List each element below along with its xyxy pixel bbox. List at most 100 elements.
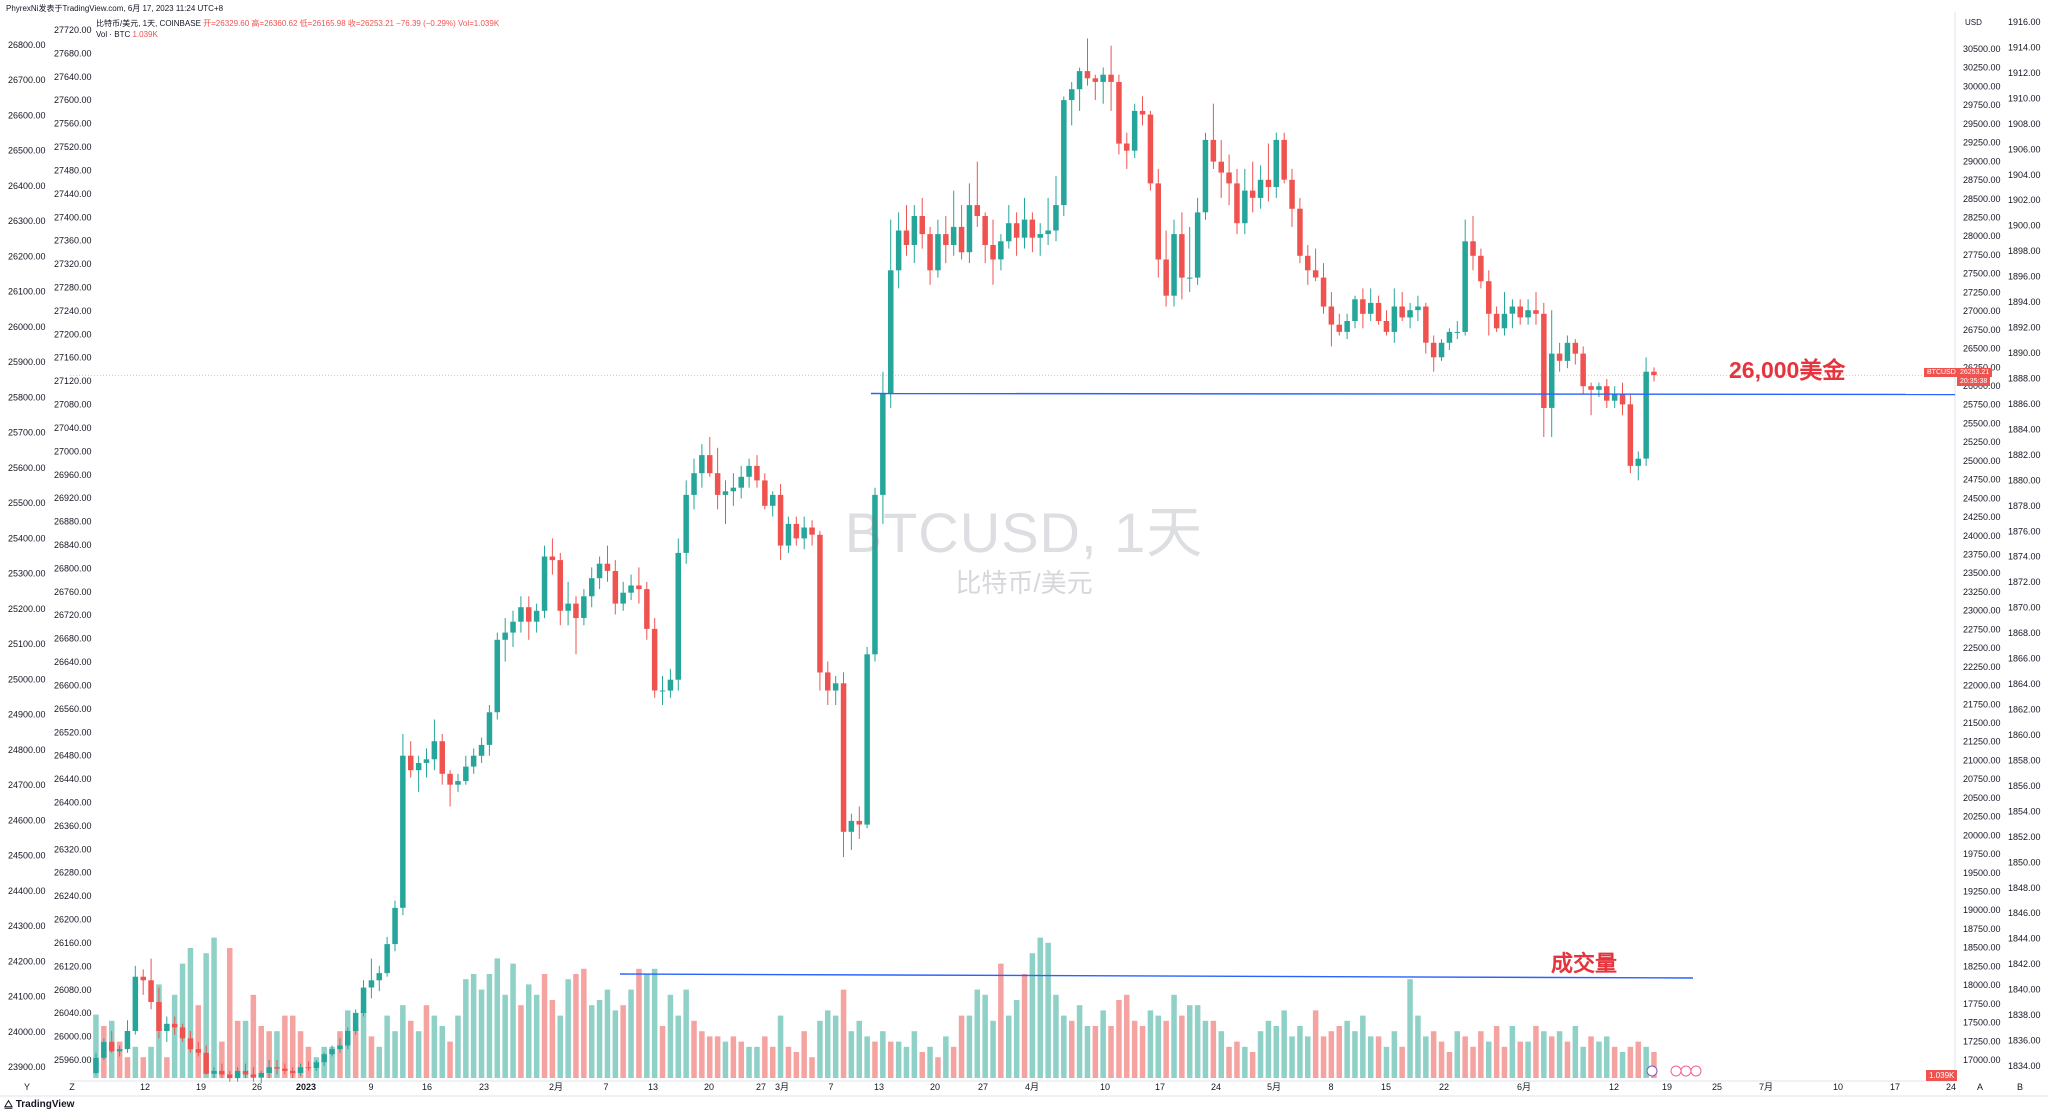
- candle-body: [691, 473, 697, 495]
- candle-body: [282, 1068, 288, 1071]
- candle-body: [463, 766, 469, 782]
- volume-bar: [1383, 1046, 1390, 1078]
- volume-bar: [227, 948, 233, 1078]
- volume-bar: [290, 1015, 296, 1078]
- left-outer-tick-label: 24500.00: [8, 851, 46, 861]
- right-price-tick-label: 27000.00: [1963, 306, 2001, 316]
- currency-label: USD: [1965, 18, 1982, 27]
- volume-annotation: 成交量: [1551, 951, 1618, 976]
- volume-tag: 1.039K: [1926, 1070, 1958, 1081]
- candle-body: [1092, 78, 1099, 82]
- right-price-tick-label: 21000.00: [1963, 755, 2001, 765]
- left-outer-tick-label: 26400.00: [8, 181, 46, 191]
- candle-body: [297, 1067, 304, 1073]
- left-inner-tick-label: 26920.00: [54, 493, 92, 503]
- right-tick-label: 1890.00: [2008, 348, 2041, 358]
- candle-body: [132, 976, 139, 1031]
- left-outer-tick-label: 26200.00: [8, 251, 46, 261]
- volume-bar: [1549, 1036, 1555, 1078]
- left-inner-tick-label: 27440.00: [54, 189, 92, 199]
- volume-bar: [1179, 1015, 1185, 1078]
- candle-body: [1462, 241, 1468, 332]
- right-tick-label: 1910.00: [2008, 93, 2041, 103]
- right-tick-label: 1886.00: [2008, 399, 2041, 409]
- right-tick-label: 1908.00: [2008, 119, 2041, 129]
- left-outer-tick-label: 25200.00: [8, 604, 46, 614]
- candle-body: [919, 216, 925, 235]
- volume-bar: [1517, 1041, 1523, 1078]
- candle-body: [219, 1070, 225, 1075]
- candle-body: [1226, 172, 1232, 184]
- candle-body: [801, 527, 807, 539]
- left-outer-tick-label: 25500.00: [8, 498, 46, 508]
- event-marker-icon: [1646, 1065, 1658, 1077]
- candle-body: [1084, 71, 1091, 79]
- right-tick-label: 1856.00: [2008, 781, 2041, 791]
- candle-body: [179, 1027, 186, 1039]
- volume-bar: [1509, 1026, 1516, 1078]
- right-tick-label: 1854.00: [2008, 806, 2041, 816]
- x-tick-label: 26: [252, 1082, 262, 1092]
- right-price-tick-label: 19000.00: [1963, 905, 2001, 915]
- volume-bar: [164, 1057, 170, 1078]
- candle-body: [581, 596, 587, 618]
- candle-body: [604, 563, 611, 571]
- volume-bar: [1249, 1052, 1256, 1078]
- candle-body: [1312, 270, 1319, 278]
- candle-body: [227, 1074, 233, 1079]
- volume-bar: [1187, 1005, 1193, 1078]
- right-price-tick-label: 23500.00: [1963, 568, 2001, 578]
- candle-body: [1257, 179, 1264, 198]
- footer-button-y: Y: [24, 1082, 30, 1092]
- volume-bar: [612, 1010, 619, 1078]
- volume-bar: [848, 1031, 855, 1078]
- right-tick-label: 1844.00: [2008, 934, 2041, 944]
- left-inner-tick-label: 27120.00: [54, 376, 92, 386]
- x-tick-label: 10: [1100, 1082, 1110, 1092]
- right-tick-label: 1916.00: [2008, 17, 2041, 27]
- candle-body: [1438, 342, 1445, 358]
- right-tick-label: 1850.00: [2008, 857, 2041, 867]
- right-tick-label: 1912.00: [2008, 68, 2041, 78]
- watermark-title: BTCUSD, 1天: [844, 501, 1204, 564]
- left-inner-tick-label: 27480.00: [54, 165, 92, 175]
- candle-body: [880, 393, 886, 495]
- x-tick-label: 27: [978, 1082, 988, 1092]
- volume-bar: [943, 1036, 949, 1078]
- candle-body: [620, 592, 626, 604]
- volume-bar: [1564, 1041, 1571, 1078]
- candle-body: [148, 980, 154, 1002]
- candle-body: [1131, 110, 1138, 151]
- volume-bar: [1375, 1036, 1382, 1078]
- candle-body: [187, 1038, 194, 1050]
- volume-bar: [1281, 1010, 1287, 1078]
- volume-bar: [1368, 1036, 1374, 1078]
- right-price-tick-label: 28500.00: [1963, 194, 2001, 204]
- left-inner-tick-label: 27720.00: [54, 25, 92, 35]
- volume-bar: [297, 1031, 304, 1078]
- volume-bar: [93, 1014, 99, 1078]
- candle-body: [1320, 277, 1327, 307]
- left-outer-tick-label: 25800.00: [8, 392, 46, 402]
- volume-bar: [455, 1015, 461, 1078]
- volume-bar: [1234, 1041, 1240, 1078]
- volume-bar: [888, 1041, 894, 1078]
- right-price-tick-label: 25750.00: [1963, 400, 2001, 410]
- candle-body: [376, 973, 382, 981]
- volume-bar: [581, 968, 587, 1078]
- candle-body: [101, 1041, 107, 1058]
- volume-bar: [1470, 1046, 1476, 1078]
- right-tick-label: 1902.00: [2008, 195, 2041, 205]
- candle-body: [1454, 331, 1460, 333]
- candle-body: [266, 1067, 272, 1073]
- candle-body: [1053, 205, 1059, 231]
- candle-body: [1407, 310, 1413, 318]
- candle-body: [274, 1067, 280, 1069]
- right-price-tick-label: 18250.00: [1963, 961, 2001, 971]
- left-inner-tick-label: 26960.00: [54, 470, 92, 480]
- right-price-tick-label: 20500.00: [1963, 793, 2001, 803]
- candle-body: [596, 563, 603, 579]
- volume-bar: [1226, 1046, 1232, 1078]
- right-tick-label: 1884.00: [2008, 424, 2041, 434]
